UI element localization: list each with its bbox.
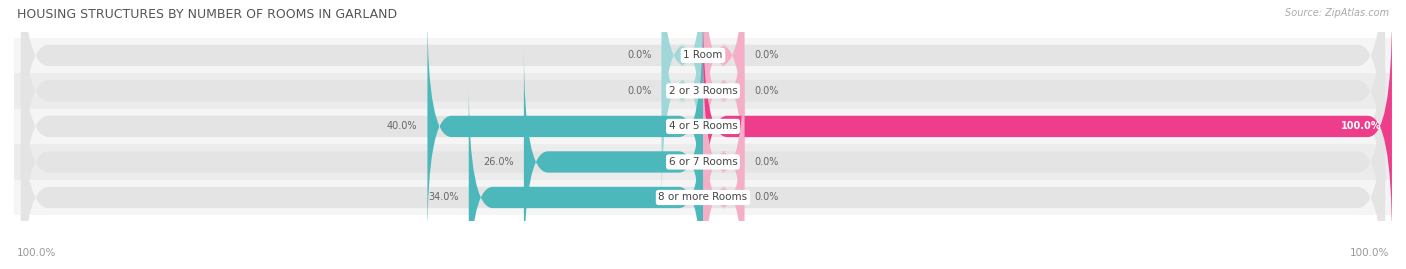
Text: 4 or 5 Rooms: 4 or 5 Rooms: [669, 121, 737, 132]
FancyBboxPatch shape: [21, 0, 1385, 187]
Text: Source: ZipAtlas.com: Source: ZipAtlas.com: [1285, 8, 1389, 18]
Text: 40.0%: 40.0%: [387, 121, 418, 132]
FancyBboxPatch shape: [468, 84, 703, 269]
FancyBboxPatch shape: [21, 66, 1385, 269]
FancyBboxPatch shape: [703, 0, 744, 169]
Text: 6 or 7 Rooms: 6 or 7 Rooms: [669, 157, 737, 167]
FancyBboxPatch shape: [662, 0, 703, 205]
FancyBboxPatch shape: [703, 48, 744, 269]
Text: 34.0%: 34.0%: [427, 193, 458, 203]
Bar: [14, 109, 1392, 144]
Text: 0.0%: 0.0%: [627, 86, 651, 96]
Text: 0.0%: 0.0%: [627, 50, 651, 60]
FancyBboxPatch shape: [703, 0, 744, 205]
Text: 8 or more Rooms: 8 or more Rooms: [658, 193, 748, 203]
Text: 0.0%: 0.0%: [755, 86, 779, 96]
Text: 26.0%: 26.0%: [482, 157, 513, 167]
Text: 0.0%: 0.0%: [755, 193, 779, 203]
Bar: [14, 73, 1392, 109]
Text: 1 Room: 1 Room: [683, 50, 723, 60]
Text: 0.0%: 0.0%: [755, 157, 779, 167]
Bar: [14, 38, 1392, 73]
Text: HOUSING STRUCTURES BY NUMBER OF ROOMS IN GARLAND: HOUSING STRUCTURES BY NUMBER OF ROOMS IN…: [17, 8, 396, 21]
Text: 100.0%: 100.0%: [1341, 121, 1382, 132]
FancyBboxPatch shape: [21, 0, 1385, 258]
FancyBboxPatch shape: [21, 30, 1385, 269]
Bar: [14, 144, 1392, 180]
FancyBboxPatch shape: [524, 48, 703, 269]
FancyBboxPatch shape: [21, 0, 1385, 222]
Text: 0.0%: 0.0%: [755, 50, 779, 60]
FancyBboxPatch shape: [427, 13, 703, 240]
Text: 100.0%: 100.0%: [17, 248, 56, 258]
FancyBboxPatch shape: [703, 84, 744, 269]
Bar: [14, 180, 1392, 215]
Text: 100.0%: 100.0%: [1350, 248, 1389, 258]
FancyBboxPatch shape: [703, 13, 1392, 240]
FancyBboxPatch shape: [662, 0, 703, 169]
Text: 2 or 3 Rooms: 2 or 3 Rooms: [669, 86, 737, 96]
